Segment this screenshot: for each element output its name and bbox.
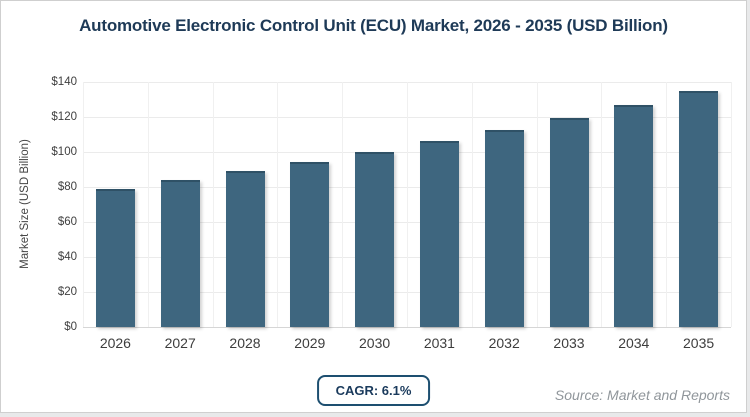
bar <box>355 151 395 327</box>
x-tick-label: 2026 <box>99 335 131 351</box>
gridline-vertical <box>342 82 344 327</box>
gridline-vertical <box>731 82 732 327</box>
x-tick-label: 2030 <box>359 335 391 351</box>
bar <box>95 188 135 327</box>
y-tick-label: $120 <box>51 111 77 123</box>
gridline-vertical <box>83 82 84 327</box>
gridline-vertical <box>666 82 668 327</box>
gridline-vertical <box>601 82 603 327</box>
y-tick-label: $20 <box>57 286 77 298</box>
gridline-vertical <box>277 82 279 327</box>
x-tick-label: 2029 <box>294 335 326 351</box>
plot-area: $0 $20 $40 $60 $80 $100 $120 $140 2026 2027 2028 20… <box>51 76 732 351</box>
x-tick-label: 2033 <box>553 335 585 351</box>
x-tick-label: 2027 <box>164 335 196 351</box>
bar <box>484 129 524 327</box>
cagr-badge: CAGR: 6.1% <box>316 375 431 406</box>
bar <box>160 180 200 327</box>
gridline-vertical <box>147 82 149 327</box>
bar <box>225 171 265 327</box>
gridline-vertical <box>536 82 538 327</box>
gridline-vertical <box>407 82 408 327</box>
y-tick-label: $60 <box>57 216 77 228</box>
bar <box>614 104 654 327</box>
y-tick-label: $40 <box>57 251 77 263</box>
y-tick-label: $100 <box>51 146 77 158</box>
y-tick-label: $80 <box>57 181 77 193</box>
y-tick-label: $0 <box>64 321 77 333</box>
gridline-vertical <box>471 82 473 327</box>
bar <box>290 161 330 327</box>
x-tick-label: 2031 <box>423 335 455 351</box>
bar <box>419 141 459 327</box>
gridline-vertical <box>212 82 214 327</box>
x-tick-label: 2028 <box>229 335 261 351</box>
bar <box>549 117 589 327</box>
chart-title: Automotive Electronic Control Unit (ECU)… <box>79 16 668 35</box>
x-tick-label: 2035 <box>683 335 715 351</box>
x-tick-label: 2032 <box>488 335 520 351</box>
x-tick-label: 2034 <box>618 335 650 351</box>
source-text: Source: Market and Reports <box>554 387 730 403</box>
bar <box>679 91 719 327</box>
y-tick-label: $140 <box>51 76 77 88</box>
